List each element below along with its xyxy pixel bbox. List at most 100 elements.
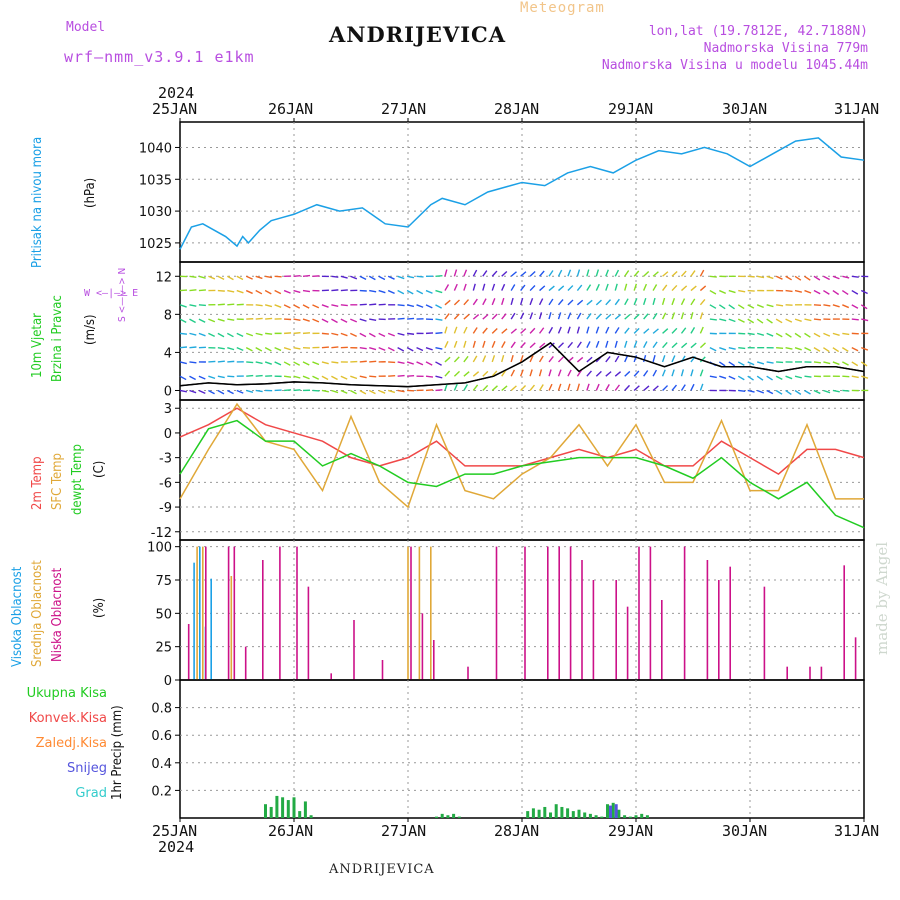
- wind-barb: [255, 347, 263, 352]
- precip-bar: [435, 816, 438, 818]
- wind-barb: [331, 375, 338, 381]
- wind-barb: [538, 312, 543, 320]
- wind-barb: [227, 375, 235, 378]
- wind-barb: [359, 275, 367, 280]
- date-top-5: 30JAN: [722, 100, 768, 118]
- wind-barb: [321, 375, 329, 381]
- wind-barb: [397, 275, 405, 280]
- wind-barb: [690, 270, 696, 277]
- wind-barb: [510, 271, 517, 277]
- wind-barb: [368, 275, 376, 281]
- wind-barb: [406, 289, 414, 295]
- wind-barb: [804, 318, 812, 322]
- wind-barb: [699, 326, 704, 334]
- wind-barb: [842, 332, 850, 336]
- wind-barb: [359, 303, 367, 306]
- wind-barb: [699, 269, 705, 277]
- wind-barb: [709, 289, 717, 295]
- wind-barb: [558, 285, 565, 292]
- wind-barb: [255, 389, 263, 393]
- wind-barb: [633, 340, 638, 348]
- wind-barb: [349, 389, 357, 395]
- wind-barb: [766, 389, 774, 395]
- wind-barb: [642, 283, 648, 291]
- wind-barb: [804, 347, 812, 352]
- wind-barb: [851, 361, 859, 367]
- wind-barb: [331, 389, 339, 394]
- wind-barb: [595, 299, 602, 306]
- wind-barb: [652, 385, 659, 392]
- wind-barb: [463, 355, 469, 363]
- y-tick-label: -3: [159, 452, 172, 467]
- wind-barb: [472, 327, 478, 334]
- wind-barb: [576, 299, 584, 306]
- wind-barb: [453, 326, 458, 334]
- wind-barb: [633, 385, 640, 392]
- wind-barb: [482, 370, 489, 377]
- wind-barb: [709, 347, 717, 352]
- wind-barb: [842, 361, 849, 366]
- wind-barb: [776, 304, 784, 307]
- wind-barb: [605, 326, 610, 334]
- wind-barb: [642, 355, 647, 363]
- wind-barb: [661, 297, 666, 306]
- wind-barb: [813, 318, 821, 321]
- wind-barb: [255, 304, 263, 307]
- wind-barb: [321, 346, 329, 349]
- precip-bar: [531, 808, 535, 818]
- series-line-pressure-0: [179, 137, 865, 250]
- wind-barb: [671, 355, 676, 363]
- wind-barb: [255, 374, 263, 377]
- wind-barb: [813, 389, 821, 395]
- wind-barb: [416, 347, 424, 352]
- wind-barb: [472, 340, 476, 348]
- wind-barb: [614, 340, 618, 348]
- meteogram-label: Meteogram: [520, 0, 605, 16]
- wind-barb: [406, 361, 414, 365]
- precip-bar: [611, 802, 615, 818]
- wind-barb: [359, 332, 367, 338]
- wind-barb: [595, 326, 600, 334]
- y-tick-label: 100: [147, 541, 172, 556]
- wind-barb: [453, 299, 460, 306]
- wind-barb: [737, 304, 745, 310]
- wind-barb: [482, 384, 489, 391]
- wind-barb: [226, 275, 234, 281]
- wind-barb: [605, 269, 609, 277]
- wind-barb: [757, 275, 765, 279]
- wind-barb: [671, 327, 678, 334]
- wind-barb: [586, 326, 590, 334]
- wind-barb: [246, 389, 254, 394]
- wind-barb: [842, 275, 850, 279]
- precip-bar: [640, 813, 644, 818]
- wind-barb: [557, 326, 562, 334]
- wind-barb: [387, 289, 395, 294]
- wind-barb: [331, 361, 339, 364]
- panel-frame-temperature: [179, 399, 865, 541]
- wind-barb: [548, 342, 555, 349]
- wind-barb: [643, 270, 650, 277]
- y-tick-label: -12: [151, 526, 172, 541]
- wind-barb: [557, 383, 562, 391]
- wind-barb: [510, 328, 517, 334]
- wind-barb: [567, 312, 572, 320]
- wind-barb: [463, 313, 470, 320]
- wind-barb: [567, 369, 572, 377]
- wind-barb: [804, 389, 811, 395]
- wind-barb: [340, 332, 348, 337]
- wind-barb: [312, 304, 320, 309]
- wind-barb: [737, 361, 745, 366]
- wind-barb: [605, 340, 609, 348]
- wind-barb: [747, 275, 755, 278]
- wind-barb: [227, 318, 235, 321]
- wind-barb: [189, 361, 197, 364]
- wind-barb: [775, 375, 783, 381]
- wind-barb: [274, 347, 282, 352]
- wind-barb: [794, 346, 802, 351]
- wind-barb: [652, 284, 658, 291]
- wind-barb: [482, 283, 486, 291]
- wind-barb: [624, 313, 631, 320]
- wind-barb: [444, 269, 448, 277]
- wind-barb: [709, 275, 717, 278]
- wind-barb: [453, 283, 458, 291]
